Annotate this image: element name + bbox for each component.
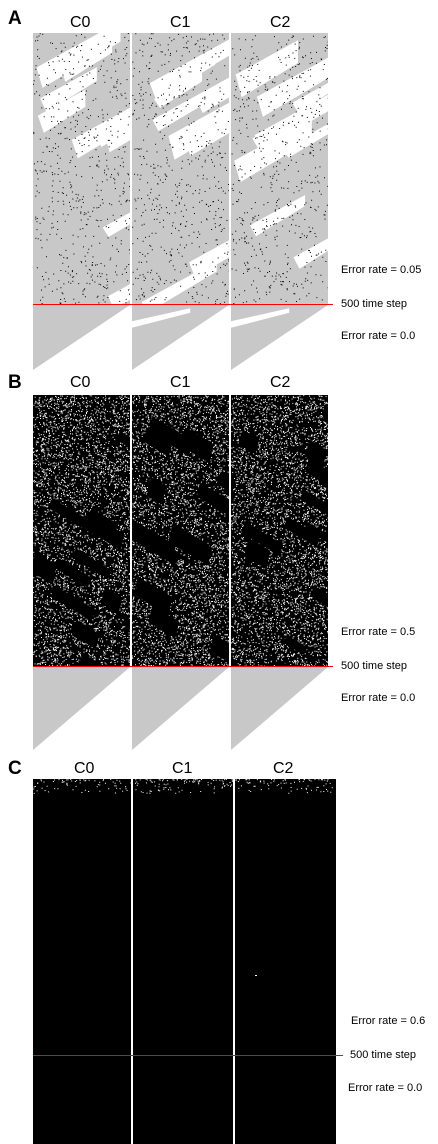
error-rate-c-top: Error rate = 0.6 [351, 1015, 426, 1027]
time-step-label-c: 500 time step [350, 1049, 417, 1061]
column-label-c2: C2 [270, 14, 291, 31]
column-label-c1: C1 [170, 14, 191, 31]
recovery-c2-a [231, 305, 328, 370]
panel-label-b: B [8, 372, 22, 393]
panel-a: A C0 C1 C2 Error rate = 0.05 500 time st… [0, 0, 438, 380]
time-step-line-b [33, 666, 333, 667]
time-step-label-a: 500 time step [341, 298, 408, 310]
panel-label-c: C [8, 758, 22, 779]
column-label-c2: C2 [270, 374, 291, 391]
recovery-c1-a [132, 305, 229, 370]
recovery-c0-a [33, 305, 130, 370]
column-label-c0: C0 [70, 14, 91, 31]
panel-label-a: A [8, 8, 22, 29]
spacetime-c0-a [33, 33, 130, 305]
column-separator-1 [131, 779, 133, 1144]
time-step-line-c [33, 1055, 343, 1056]
recovery-c1-b [132, 667, 229, 750]
spacetime-c1-b [132, 395, 229, 667]
recovery-c2-b [231, 667, 328, 750]
spacetime-c1-a [132, 33, 229, 305]
panel-b: B C0 C1 C2 Error rate = 0.5 500 time ste… [0, 370, 438, 750]
spacetime-c2-a [231, 33, 328, 305]
error-rate-c-bottom: Error rate = 0.0 [348, 1082, 423, 1094]
column-label-c0: C0 [70, 374, 91, 391]
error-rate-a-top: Error rate = 0.05 [341, 264, 422, 276]
column-label-c1: C1 [170, 374, 191, 391]
panel-c: C C0 C1 C2 Error rate = 0.6 500 time ste… [0, 750, 438, 1144]
time-step-line-a [33, 304, 333, 305]
column-label-c1: C1 [172, 760, 193, 777]
spacetime-c-block [33, 779, 336, 1144]
spacetime-c2-b [231, 395, 328, 667]
error-rate-b-bottom: Error rate = 0.0 [341, 692, 416, 704]
column-separator-2 [233, 779, 235, 1144]
column-label-c2: C2 [273, 760, 294, 777]
recovery-c0-b [33, 667, 130, 750]
column-label-c0: C0 [74, 760, 95, 777]
spacetime-c0-b [33, 395, 130, 667]
time-step-label-b: 500 time step [341, 660, 408, 672]
error-rate-b-top: Error rate = 0.5 [341, 626, 416, 638]
error-rate-a-bottom: Error rate = 0.0 [341, 330, 416, 342]
